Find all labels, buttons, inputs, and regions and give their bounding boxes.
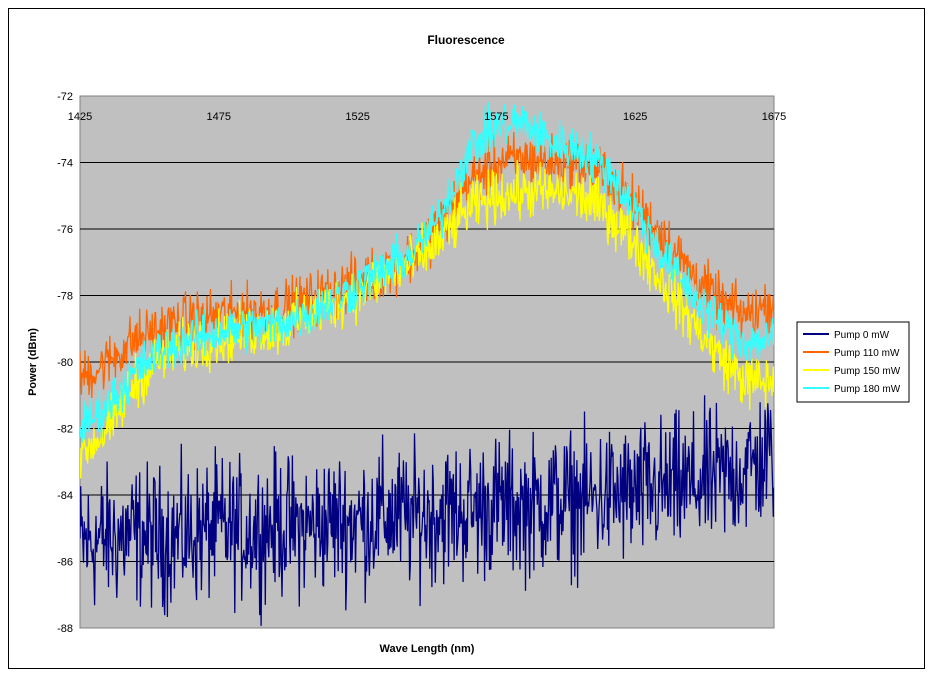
x-tick-label: 1675 [762, 111, 786, 123]
y-tick-label: -72 [57, 91, 73, 103]
x-tick-label: 1425 [68, 111, 92, 123]
x-tick-label: 1475 [207, 111, 231, 123]
x-tick-label: 1625 [623, 111, 647, 123]
x-axis-title: Wave Length (nm) [380, 643, 475, 655]
series-line-0 [80, 395, 774, 626]
y-tick-label: -78 [57, 291, 73, 303]
y-tick-label: -84 [57, 490, 73, 502]
x-tick-label: 1525 [345, 111, 369, 123]
x-tick-label: 1575 [484, 111, 508, 123]
y-axis: -72 -74 -76 -78 -80 -82 -84 -86 -88 [57, 91, 73, 635]
series-layer [80, 102, 774, 626]
legend-label: Pump 0 mW [834, 330, 890, 341]
legend: Pump 0 mW Pump 110 mW Pump 150 mW Pump 180 … [796, 321, 910, 403]
y-tick-label: -82 [57, 424, 73, 436]
legend-label: Pump 180 mW [834, 384, 901, 395]
x-axis: 1425 1475 1525 1575 1625 1675 [68, 111, 786, 123]
y-tick-label: -74 [57, 158, 73, 170]
y-tick-label: -76 [57, 224, 73, 236]
legend-label: Pump 110 mW [834, 348, 900, 359]
y-axis-title: Power (dBm) [27, 328, 39, 396]
y-tick-label: -80 [57, 357, 73, 369]
series-line-3 [80, 102, 774, 443]
y-tick-label: -86 [57, 557, 73, 569]
chart-title: Fluorescence [427, 33, 505, 47]
y-tick-label: -88 [57, 623, 73, 635]
legend-label: Pump 150 mW [834, 366, 901, 377]
